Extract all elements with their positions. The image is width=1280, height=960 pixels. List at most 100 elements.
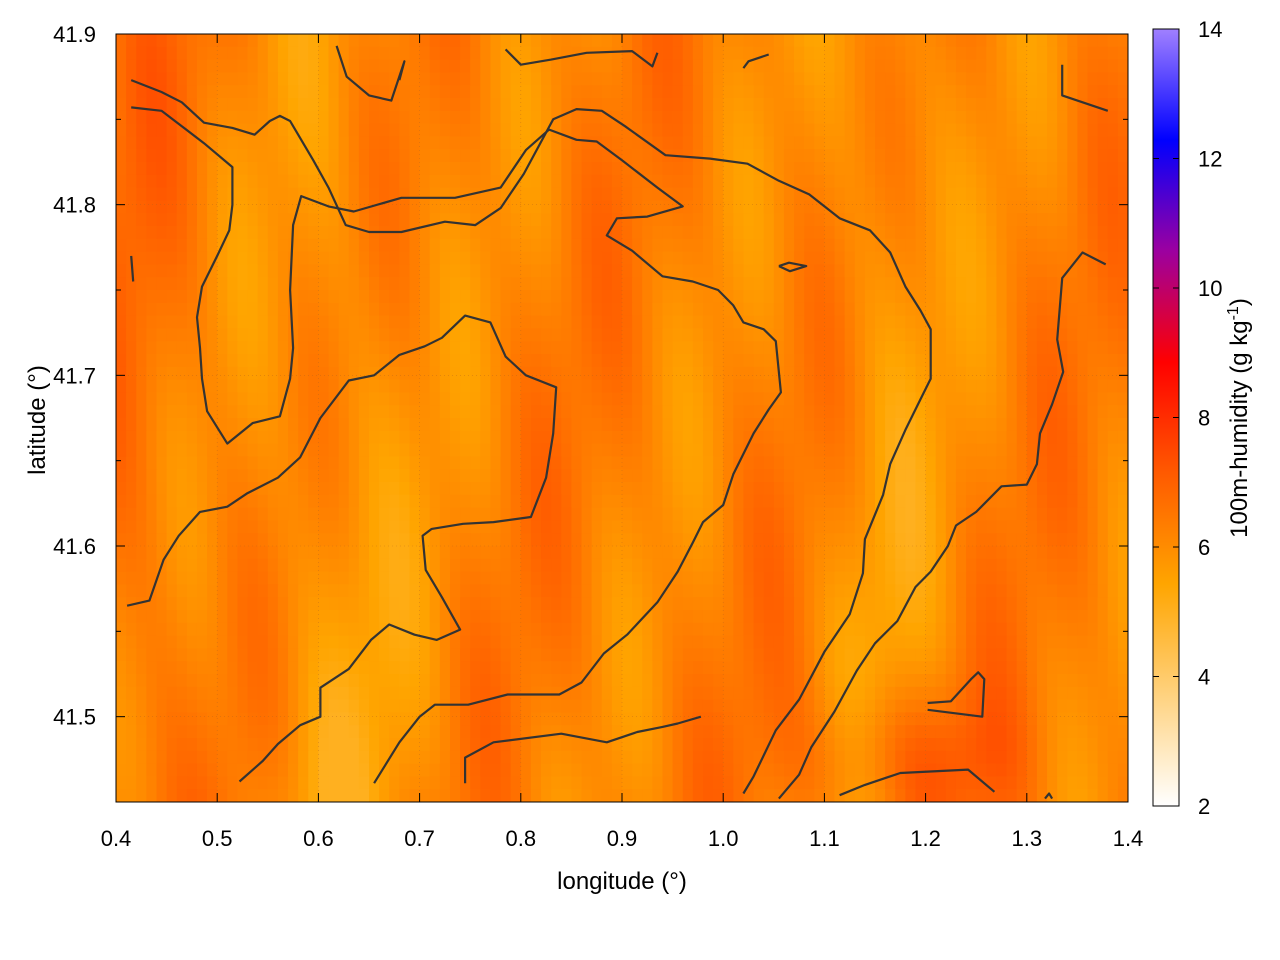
heatmap-cell — [804, 456, 815, 470]
heatmap-cell — [1016, 558, 1028, 573]
heatmap-cell — [966, 85, 977, 99]
heatmap-cell — [601, 354, 613, 368]
heatmap-cell — [116, 533, 127, 547]
heatmap-cell — [1087, 315, 1099, 329]
heatmap-cell — [743, 597, 755, 611]
heatmap-cell — [308, 379, 319, 393]
heatmap-cell — [976, 546, 987, 560]
heatmap-cell — [419, 366, 431, 381]
heatmap-cell — [237, 571, 249, 585]
heatmap-cell — [227, 277, 239, 291]
heatmap-cell — [581, 315, 593, 329]
heatmap-cell — [763, 456, 775, 470]
heatmap-cell — [611, 584, 623, 598]
heatmap-cell — [611, 558, 623, 573]
heatmap-cell — [166, 277, 178, 291]
heatmap-cell — [682, 123, 694, 137]
heatmap-cell — [277, 136, 289, 150]
heatmap-cell — [409, 558, 421, 573]
heatmap-cell — [328, 571, 340, 585]
heatmap-cell — [267, 328, 279, 342]
heatmap-cell — [358, 558, 370, 573]
heatmap-cell — [935, 546, 947, 560]
heatmap-cell — [490, 418, 502, 432]
heatmap-cell — [915, 149, 927, 163]
heatmap-cell — [794, 290, 805, 304]
heatmap-cell — [308, 571, 319, 585]
heatmap-cell — [369, 34, 380, 48]
heatmap-cell — [449, 546, 461, 560]
heatmap-cell — [379, 494, 390, 509]
heatmap-cell — [794, 136, 805, 150]
heatmap-cell — [166, 418, 178, 432]
heatmap-cell — [601, 379, 613, 393]
heatmap-cell — [652, 571, 664, 585]
heatmap-cell — [804, 277, 815, 291]
heatmap-cell — [328, 226, 340, 240]
heatmap-cell — [713, 558, 724, 573]
heatmap-cell — [986, 430, 998, 445]
heatmap-cell — [672, 213, 684, 227]
heatmap-cell — [136, 379, 147, 393]
heatmap-cell — [581, 456, 593, 470]
heatmap-cell — [1036, 59, 1048, 73]
heatmap-cell — [318, 392, 330, 406]
heatmap-cell — [713, 85, 724, 99]
heatmap-cell — [814, 123, 825, 137]
heatmap-cell — [794, 72, 805, 86]
heatmap-cell — [460, 635, 471, 649]
heatmap-cell — [369, 635, 380, 649]
heatmap-cell — [895, 622, 906, 637]
heatmap-cell — [743, 648, 755, 662]
heatmap-cell — [581, 226, 593, 240]
heatmap-cell — [369, 648, 380, 662]
heatmap-cell — [126, 290, 137, 304]
heatmap-cell — [591, 520, 603, 534]
heatmap-cell — [288, 136, 299, 150]
heatmap-cell — [794, 520, 805, 534]
heatmap-cell — [500, 507, 512, 521]
heatmap-cell — [571, 571, 583, 585]
heatmap-cell — [986, 366, 998, 381]
heatmap-cell — [257, 635, 269, 649]
heatmap-cell — [966, 648, 977, 662]
heatmap-cell — [743, 610, 755, 624]
heatmap-cell — [1097, 430, 1109, 445]
heatmap-cell — [318, 443, 330, 457]
heatmap-cell — [834, 46, 846, 61]
heatmap-cell — [136, 341, 147, 355]
heatmap-cell — [1016, 277, 1028, 291]
heatmap-cell — [915, 405, 927, 419]
heatmap-cell — [622, 661, 633, 675]
heatmap-cell — [1057, 264, 1068, 278]
heatmap-cell — [1077, 558, 1089, 573]
heatmap-cell — [176, 162, 188, 176]
heatmap-cell — [288, 610, 299, 624]
heatmap-cell — [298, 571, 309, 585]
heatmap-cell — [136, 610, 147, 624]
heatmap-cell — [439, 46, 451, 61]
heatmap-cell — [682, 187, 694, 201]
heatmap-cell — [682, 405, 694, 419]
heatmap-cell — [379, 187, 390, 201]
heatmap-cell — [611, 264, 623, 278]
heatmap-cell — [541, 277, 552, 291]
heatmap-cell — [723, 520, 734, 534]
heatmap-cell — [267, 469, 279, 483]
heatmap-cell — [399, 430, 411, 445]
heatmap-cell — [794, 315, 805, 329]
heatmap-cell — [207, 149, 218, 163]
heatmap-cell — [288, 277, 299, 291]
heatmap-cell — [844, 251, 856, 265]
heatmap-cell — [702, 443, 714, 457]
heatmap-cell — [369, 379, 380, 393]
heatmap-cell — [399, 46, 411, 61]
heatmap-cell — [966, 546, 977, 560]
heatmap-cell — [601, 405, 613, 419]
heatmap-cell — [834, 354, 846, 368]
heatmap-cell — [885, 469, 896, 483]
heatmap-cell — [136, 174, 147, 189]
heatmap-cell — [1006, 290, 1018, 304]
heatmap-cell — [733, 571, 745, 585]
heatmap-cell — [186, 571, 198, 585]
